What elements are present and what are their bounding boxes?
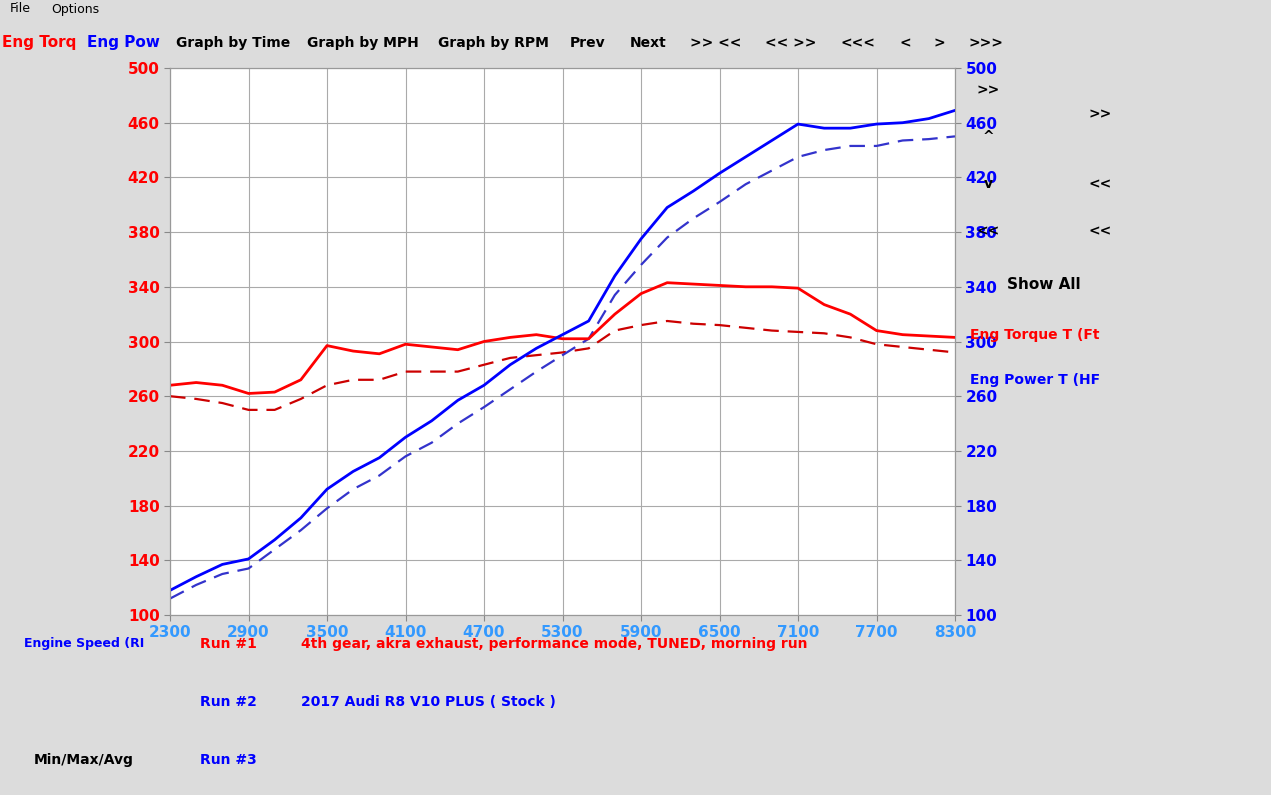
Text: Run #2: Run #2 <box>200 695 257 709</box>
Text: Next: Next <box>629 36 666 50</box>
Text: <<<: <<< <box>840 36 876 50</box>
Text: >>: >> <box>1088 107 1112 121</box>
Text: <<: << <box>1088 224 1112 238</box>
Text: >>: >> <box>976 83 999 98</box>
Text: 4th gear, akra exhaust, performance mode, TUNED, morning run: 4th gear, akra exhaust, performance mode… <box>301 637 808 651</box>
Text: Engine Speed (RI: Engine Speed (RI <box>24 638 144 650</box>
Text: Graph by MPH: Graph by MPH <box>308 36 419 50</box>
Text: Graph by RPM: Graph by RPM <box>437 36 549 50</box>
Text: Graph by Time: Graph by Time <box>175 36 290 50</box>
Text: File: File <box>10 2 32 15</box>
Text: <<: << <box>1088 177 1112 192</box>
Text: <<: << <box>976 224 999 238</box>
Text: Options: Options <box>51 2 99 15</box>
Text: Eng Pow: Eng Pow <box>86 36 159 51</box>
Text: Show All: Show All <box>1007 277 1080 292</box>
Text: v: v <box>984 177 993 192</box>
Text: 2017 Audi R8 V10 PLUS ( Stock ): 2017 Audi R8 V10 PLUS ( Stock ) <box>301 695 557 709</box>
Text: >>>: >>> <box>969 36 1003 50</box>
Text: Eng Torq: Eng Torq <box>1 36 76 51</box>
Text: << >>: << >> <box>765 36 816 50</box>
Text: <: < <box>899 36 911 50</box>
Text: >: > <box>933 36 944 50</box>
Text: Eng Torque T (Ft: Eng Torque T (Ft <box>971 328 1099 342</box>
Text: >> <<: >> << <box>690 36 741 50</box>
Text: Run #1: Run #1 <box>200 637 257 651</box>
Text: Run #3: Run #3 <box>200 753 257 767</box>
Text: Min/Max/Avg: Min/Max/Avg <box>34 753 133 767</box>
Text: ^: ^ <box>982 130 994 145</box>
Text: Prev: Prev <box>571 36 606 50</box>
Text: Eng Power T (HF: Eng Power T (HF <box>971 373 1101 387</box>
